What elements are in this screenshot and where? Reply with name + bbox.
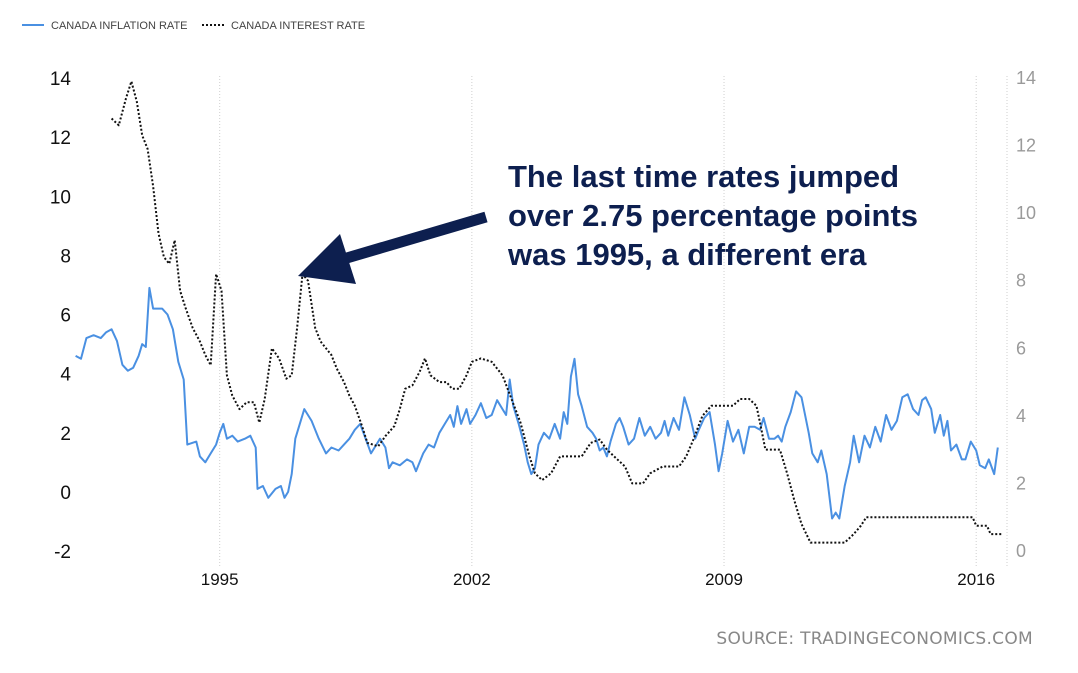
annotation-line-1: The last time rates jumped [508,159,899,194]
y-right-tick-label: 14 [1016,68,1036,88]
y-left-tick-label: 4 [60,365,71,386]
interest-rate-line [110,80,1004,544]
annotation-line-3: was 1995, a different era [507,237,867,272]
x-tick-label: 2002 [453,570,491,589]
y-axis-left: -2 0 2 4 6 8 10 12 14 [50,69,72,563]
annotation-arrow-head [298,234,356,284]
annotation-arrow-shaft [338,211,488,266]
inflation-rate-line [75,286,999,520]
y-right-tick-label: 4 [1016,406,1026,426]
y-right-tick-label: 6 [1016,338,1026,358]
y-right-tick-label: 12 [1016,136,1036,156]
chart-grid [219,76,1008,566]
y-right-tick-label: 10 [1016,203,1036,223]
y-left-tick-label: 14 [50,69,72,90]
x-tick-label: 2009 [705,570,743,589]
series-layer [75,80,1004,544]
y-right-tick-label: 8 [1016,271,1026,291]
legend-label-interest: CANADA INTEREST RATE [231,20,365,32]
y-left-tick-label: 0 [60,483,71,504]
source-label: SOURCE: TRADINGECONOMICS.COM [716,629,1033,649]
y-right-tick-label: 0 [1016,541,1026,561]
x-tick-label: 2016 [957,570,995,589]
x-tick-label: 1995 [201,570,239,589]
y-left-tick-label: 12 [50,128,71,149]
y-left-tick-label: 10 [50,187,71,208]
legend-label-inflation: CANADA INFLATION RATE [51,20,188,32]
annotation: The last time rates jumped over 2.75 per… [298,159,918,284]
y-left-tick-label: 8 [60,246,71,267]
annotation-line-2: over 2.75 percentage points [508,198,918,233]
y-left-tick-label: 2 [60,424,71,445]
y-left-tick-label: -2 [54,542,71,563]
legend: CANADA INFLATION RATE CANADA INTEREST RA… [22,20,365,32]
y-left-tick-label: 6 [60,306,71,327]
x-axis: 1995 2002 2009 2016 [201,570,995,589]
y-axis-right: 0 2 4 6 8 10 12 14 [1016,68,1036,561]
y-right-tick-label: 2 [1016,473,1026,493]
